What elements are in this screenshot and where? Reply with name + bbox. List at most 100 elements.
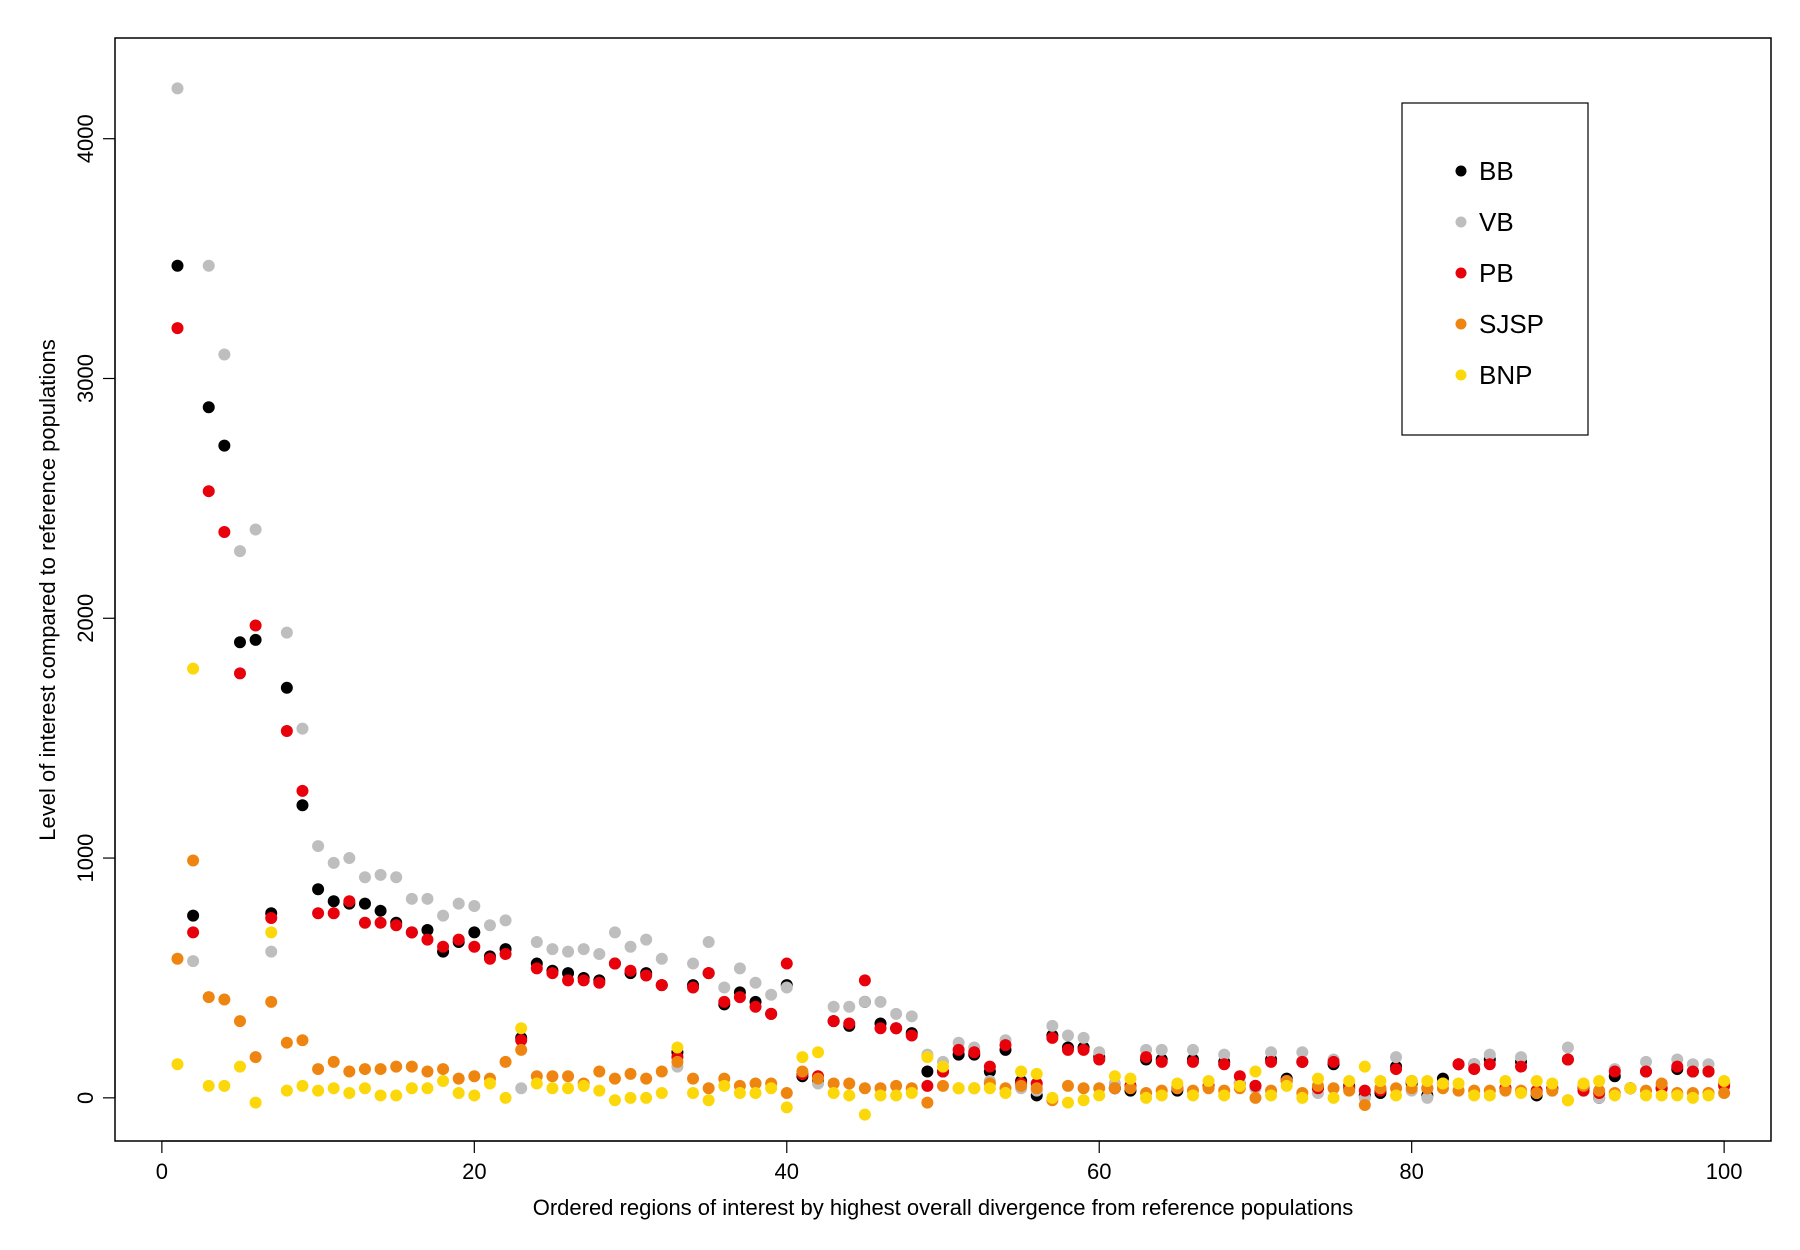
data-point [780, 1087, 793, 1100]
data-point [655, 979, 668, 992]
data-point [952, 1082, 965, 1095]
data-point [327, 895, 340, 908]
data-point [593, 1065, 606, 1078]
data-point [749, 976, 762, 989]
data-point [1171, 1077, 1184, 1090]
data-point [1515, 1087, 1528, 1100]
data-point [608, 926, 621, 939]
data-point [1186, 1043, 1199, 1056]
y-axis: 0 1000 2000 3000 4000 [73, 114, 116, 1104]
data-point [640, 969, 653, 982]
data-point [608, 1094, 621, 1107]
data-point [1233, 1079, 1246, 1092]
data-point [499, 1091, 512, 1104]
data-point [687, 1087, 700, 1100]
data-point [280, 724, 293, 737]
data-point [1311, 1072, 1324, 1085]
data-point [358, 1082, 371, 1095]
data-point [593, 947, 606, 960]
data-point [1624, 1082, 1637, 1095]
data-point [296, 799, 309, 812]
data-point [1296, 1091, 1309, 1104]
data-point [421, 1082, 434, 1095]
data-point [343, 1087, 356, 1100]
data-point [1249, 1079, 1262, 1092]
data-point [671, 1041, 684, 1054]
data-point [187, 854, 200, 867]
data-point [390, 1089, 403, 1102]
x-tick-label: 100 [1706, 1159, 1743, 1184]
data-point [905, 1010, 918, 1023]
data-point [202, 485, 215, 498]
data-point [1577, 1077, 1590, 1090]
data-point [1327, 1055, 1340, 1068]
data-point [390, 919, 403, 932]
data-point [374, 1063, 387, 1076]
data-point [1655, 1077, 1668, 1090]
series-pb [171, 322, 1731, 1100]
data-point [1061, 1096, 1074, 1109]
y-tick-label: 0 [73, 1092, 98, 1104]
data-point [468, 940, 481, 953]
data-point [687, 957, 700, 970]
data-point [921, 1065, 934, 1078]
data-point [1218, 1058, 1231, 1071]
data-point [843, 1000, 856, 1013]
data-point [187, 926, 200, 939]
data-point [312, 883, 325, 896]
data-point [468, 900, 481, 913]
data-point [1124, 1072, 1137, 1085]
data-point [452, 1087, 465, 1100]
legend-marker [1455, 369, 1467, 381]
data-point [343, 895, 356, 908]
data-point [343, 852, 356, 865]
data-point [515, 1022, 528, 1035]
data-point [858, 995, 871, 1008]
data-point [468, 1070, 481, 1083]
data-point [827, 1077, 840, 1090]
data-point [374, 916, 387, 929]
legend-label: SJSP [1479, 309, 1544, 339]
data-point [327, 856, 340, 869]
data-point [765, 988, 778, 1001]
data-point [1561, 1094, 1574, 1107]
data-point [452, 897, 465, 910]
y-tick-label: 1000 [73, 834, 98, 883]
data-point [827, 1000, 840, 1013]
data-point [937, 1079, 949, 1092]
data-point [405, 926, 418, 939]
data-point [1046, 1031, 1059, 1044]
data-point [624, 964, 637, 977]
data-point [1077, 1082, 1090, 1095]
data-point [1343, 1075, 1356, 1088]
data-point [1530, 1075, 1543, 1088]
data-point [1593, 1075, 1606, 1088]
data-point [874, 1089, 887, 1102]
data-point [374, 904, 387, 917]
legend-marker [1455, 267, 1467, 279]
y-tick-label: 2000 [73, 594, 98, 643]
data-point [1718, 1075, 1731, 1088]
data-point [499, 1055, 512, 1068]
data-point [1546, 1077, 1559, 1090]
data-point [483, 919, 496, 932]
data-point [218, 993, 231, 1006]
data-point [249, 619, 262, 632]
data-point [874, 995, 887, 1008]
data-point [546, 1082, 559, 1095]
data-point [499, 914, 512, 927]
data-point [1405, 1075, 1418, 1088]
data-point [1155, 1043, 1168, 1056]
legend-label: VB [1479, 207, 1514, 237]
data-point [421, 892, 434, 905]
data-point [1499, 1075, 1512, 1088]
data-point [1296, 1046, 1309, 1059]
data-point [296, 1034, 309, 1047]
data-point [249, 1096, 262, 1109]
data-point [983, 1082, 996, 1095]
data-point [233, 545, 246, 558]
data-point [796, 1051, 809, 1064]
data-point [390, 1060, 403, 1073]
data-point [655, 952, 668, 965]
data-point [1358, 1099, 1371, 1112]
